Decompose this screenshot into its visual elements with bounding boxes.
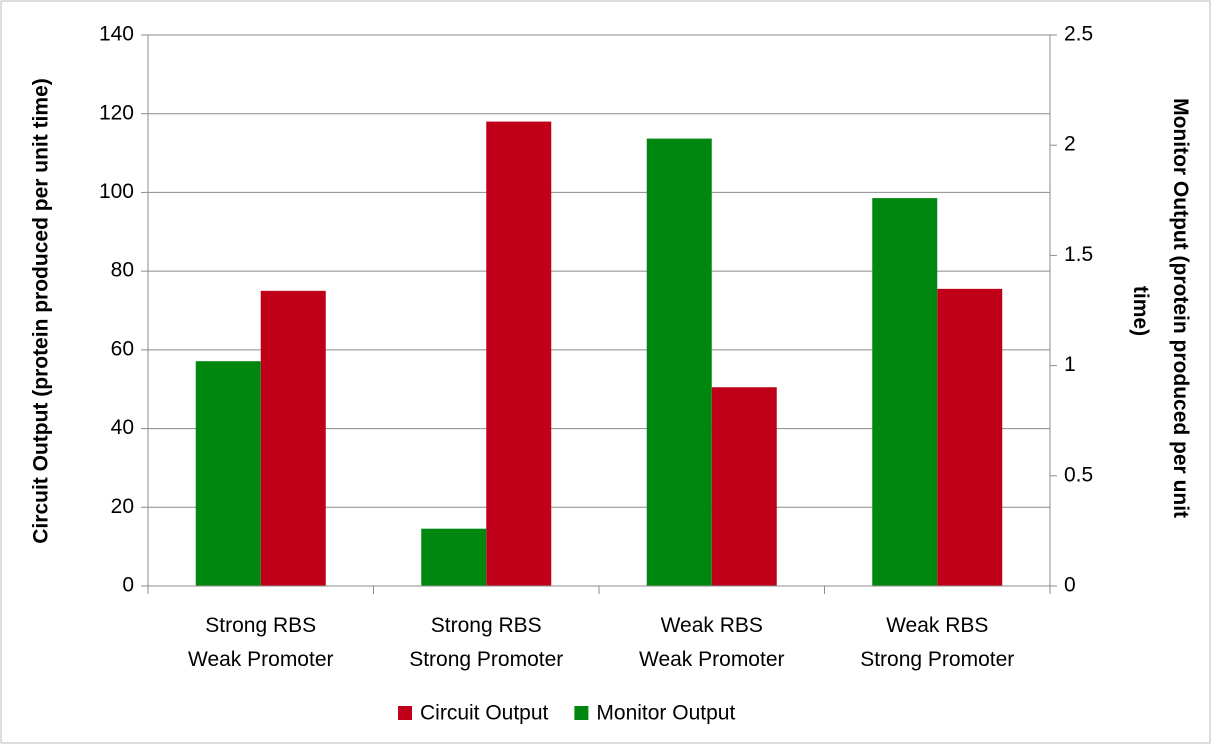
bar	[486, 121, 552, 586]
y2-axis-label-line: Monitor Output (protein produced per uni…	[1169, 98, 1192, 518]
x-tick-label: Weak RBS Strong Promoter	[860, 614, 1014, 671]
x-tick-label-line: Weak RBS	[886, 614, 988, 637]
x-tick-label-line: Weak Promoter	[188, 648, 334, 671]
y2-tick-label: 1	[1064, 353, 1076, 376]
x-tick-label-line: Weak Promoter	[639, 648, 785, 671]
y2-axis-label: Monitor Output (protein produced per uni…	[1129, 98, 1192, 524]
bar	[937, 288, 1003, 586]
y-axis-label: Circuit Output (protein produced per uni…	[30, 78, 53, 543]
x-tick-label: Weak RBS Weak Promoter	[639, 614, 785, 671]
y-tick-label: 40	[111, 416, 134, 439]
x-tick-label: Strong RBS Weak Promoter	[188, 614, 334, 671]
y2-tick-label: 2	[1064, 133, 1076, 156]
y-tick-label: 120	[99, 101, 134, 124]
x-tick-label: Strong RBS Strong Promoter	[409, 614, 563, 671]
y2-tick-label: 2.5	[1064, 23, 1093, 46]
x-tick-label-line: Strong RBS	[431, 614, 542, 637]
legend-swatch	[574, 706, 589, 720]
y-tick-label: 80	[111, 259, 134, 282]
y-tick-label: 100	[99, 180, 134, 203]
bar	[646, 138, 712, 586]
legend-label: Circuit Output	[420, 702, 549, 725]
x-tick-label-line: Weak RBS	[661, 614, 763, 637]
bar	[711, 387, 777, 586]
y2-tick-label: 0.5	[1064, 463, 1093, 486]
y2-tick-label: 0	[1064, 574, 1076, 597]
x-tick-label-line: Strong Promoter	[860, 648, 1014, 671]
legend-label: Monitor Output	[596, 702, 735, 725]
y-tick-label: 0	[122, 574, 134, 597]
y-tick-label: 20	[111, 495, 134, 518]
bar	[260, 290, 326, 586]
y2-tick-label: 1.5	[1064, 243, 1093, 266]
y2-axis-label-line: time)	[1129, 286, 1152, 336]
y-tick-label: 140	[99, 23, 134, 46]
bar	[195, 361, 261, 586]
y-tick-label: 60	[111, 337, 134, 360]
bar	[872, 198, 938, 586]
legend-swatch	[398, 706, 412, 720]
x-tick-label-line: Strong Promoter	[409, 648, 563, 671]
bar	[421, 528, 487, 586]
x-tick-label-line: Strong RBS	[205, 614, 316, 637]
